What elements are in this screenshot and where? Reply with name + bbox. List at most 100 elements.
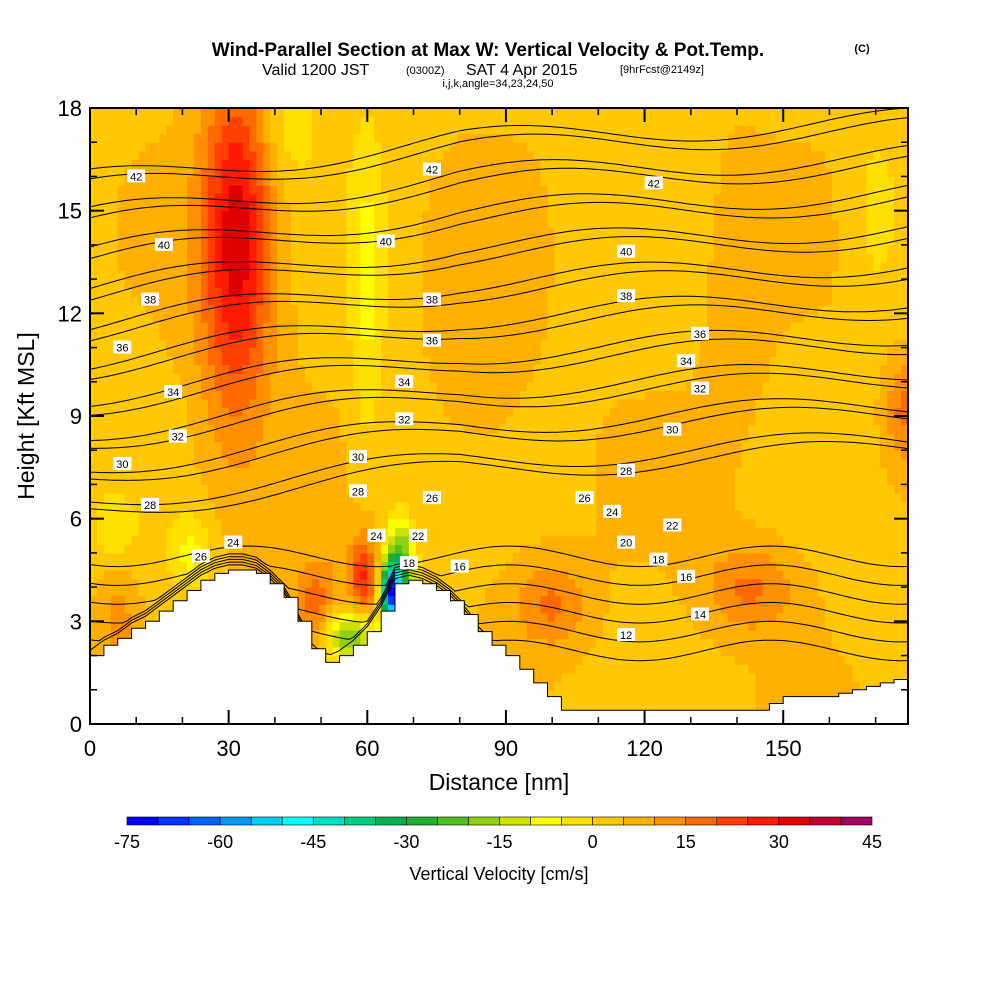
- velocity-cell: [443, 133, 452, 143]
- velocity-cell: [145, 347, 153, 357]
- velocity-cell: [346, 304, 355, 314]
- velocity-cell: [360, 578, 368, 588]
- velocity-cell: [207, 416, 216, 426]
- velocity-cell: [353, 578, 361, 588]
- velocity-cell: [526, 167, 535, 178]
- velocity-cell: [492, 202, 500, 212]
- velocity-cell: [360, 150, 368, 160]
- velocity-cell: [499, 407, 507, 417]
- velocity-cell: [228, 219, 237, 229]
- velocity-cell: [429, 125, 438, 135]
- velocity-cell: [193, 356, 202, 366]
- velocity-cell: [311, 236, 320, 246]
- velocity-cell: [381, 253, 389, 263]
- velocity-cell: [138, 330, 147, 340]
- velocity-cell: [138, 236, 147, 246]
- velocity-cell: [346, 287, 355, 297]
- velocity-cell: [450, 527, 458, 537]
- velocity-cell: [561, 689, 569, 699]
- velocity-cell: [173, 510, 181, 520]
- velocity-cell: [325, 416, 334, 426]
- velocity-cell: [221, 407, 230, 417]
- velocity-cell: [277, 518, 285, 528]
- velocity-cell: [90, 544, 98, 554]
- velocity-cell: [360, 621, 368, 631]
- velocity-cell: [485, 339, 493, 349]
- velocity-cell: [221, 279, 230, 289]
- velocity-cell: [554, 330, 562, 340]
- velocity-cell: [228, 433, 237, 443]
- velocity-cell: [180, 313, 188, 323]
- velocity-cell: [145, 219, 153, 229]
- velocity-cell: [110, 116, 119, 126]
- velocity-cell: [339, 296, 348, 306]
- velocity-cell: [401, 356, 410, 366]
- velocity-cell: [339, 313, 348, 323]
- velocity-cell: [242, 475, 251, 486]
- velocity-cell: [145, 518, 153, 528]
- velocity-cell: [221, 253, 230, 263]
- velocity-cell: [145, 475, 153, 486]
- velocity-cell: [124, 578, 133, 588]
- velocity-cell: [152, 373, 160, 383]
- velocity-cell: [249, 219, 257, 229]
- velocity-cell: [90, 552, 98, 563]
- velocity-cell: [145, 578, 153, 588]
- velocity-cell: [256, 253, 264, 263]
- velocity-cell: [187, 433, 195, 443]
- velocity-cell: [325, 219, 334, 229]
- velocity-cell: [159, 330, 167, 340]
- velocity-cell: [256, 339, 264, 349]
- velocity-cell: [318, 416, 327, 426]
- velocity-cell: [499, 321, 507, 332]
- velocity-cell: [415, 279, 424, 289]
- velocity-cell: [318, 612, 327, 622]
- velocity-cell: [367, 330, 375, 340]
- velocity-cell: [499, 219, 507, 229]
- velocity-cell: [568, 689, 576, 699]
- velocity-cell: [561, 493, 569, 503]
- chart-subtitle: Valid 1200 JST (0300Z) SAT 4 Apr 2015 [9…: [262, 62, 704, 79]
- velocity-cell: [297, 518, 306, 528]
- velocity-cell: [457, 484, 465, 494]
- velocity-cell: [124, 364, 133, 374]
- velocity-cell: [443, 458, 452, 468]
- velocity-cell: [436, 398, 445, 409]
- velocity-cell: [291, 210, 299, 220]
- velocity-cell: [499, 527, 507, 537]
- velocity-cell: [96, 467, 105, 477]
- velocity-cell: [304, 304, 313, 314]
- velocity-cell: [131, 416, 140, 426]
- velocity-cell: [166, 501, 174, 511]
- velocity-cell: [505, 116, 514, 126]
- velocity-cell: [152, 167, 160, 178]
- velocity-cell: [360, 510, 368, 520]
- velocity-cell: [131, 330, 140, 340]
- velocity-cell: [304, 544, 313, 554]
- velocity-cell: [485, 484, 493, 494]
- velocity-cell: [138, 244, 147, 255]
- velocity-cell: [457, 167, 465, 178]
- velocity-cell: [395, 304, 403, 314]
- velocity-cell: [505, 210, 514, 220]
- velocity-cell: [138, 125, 147, 135]
- velocity-cell: [110, 518, 119, 528]
- velocity-cell: [256, 364, 264, 374]
- velocity-cell: [110, 595, 119, 605]
- velocity-cell: [145, 416, 153, 426]
- velocity-cell: [505, 484, 514, 494]
- velocity-cell: [110, 450, 119, 460]
- velocity-cell: [360, 638, 368, 648]
- velocity-cell: [360, 176, 368, 186]
- velocity-cell: [235, 185, 244, 195]
- velocity-cell: [360, 587, 368, 597]
- velocity-cell: [200, 210, 209, 220]
- velocity-cell: [512, 244, 521, 255]
- velocity-cell: [138, 219, 147, 229]
- velocity-cell: [145, 210, 153, 220]
- velocity-cell: [270, 578, 278, 588]
- velocity-cell: [499, 552, 507, 563]
- velocity-cell: [568, 552, 576, 563]
- velocity-cell: [471, 527, 479, 537]
- velocity-cell: [235, 330, 244, 340]
